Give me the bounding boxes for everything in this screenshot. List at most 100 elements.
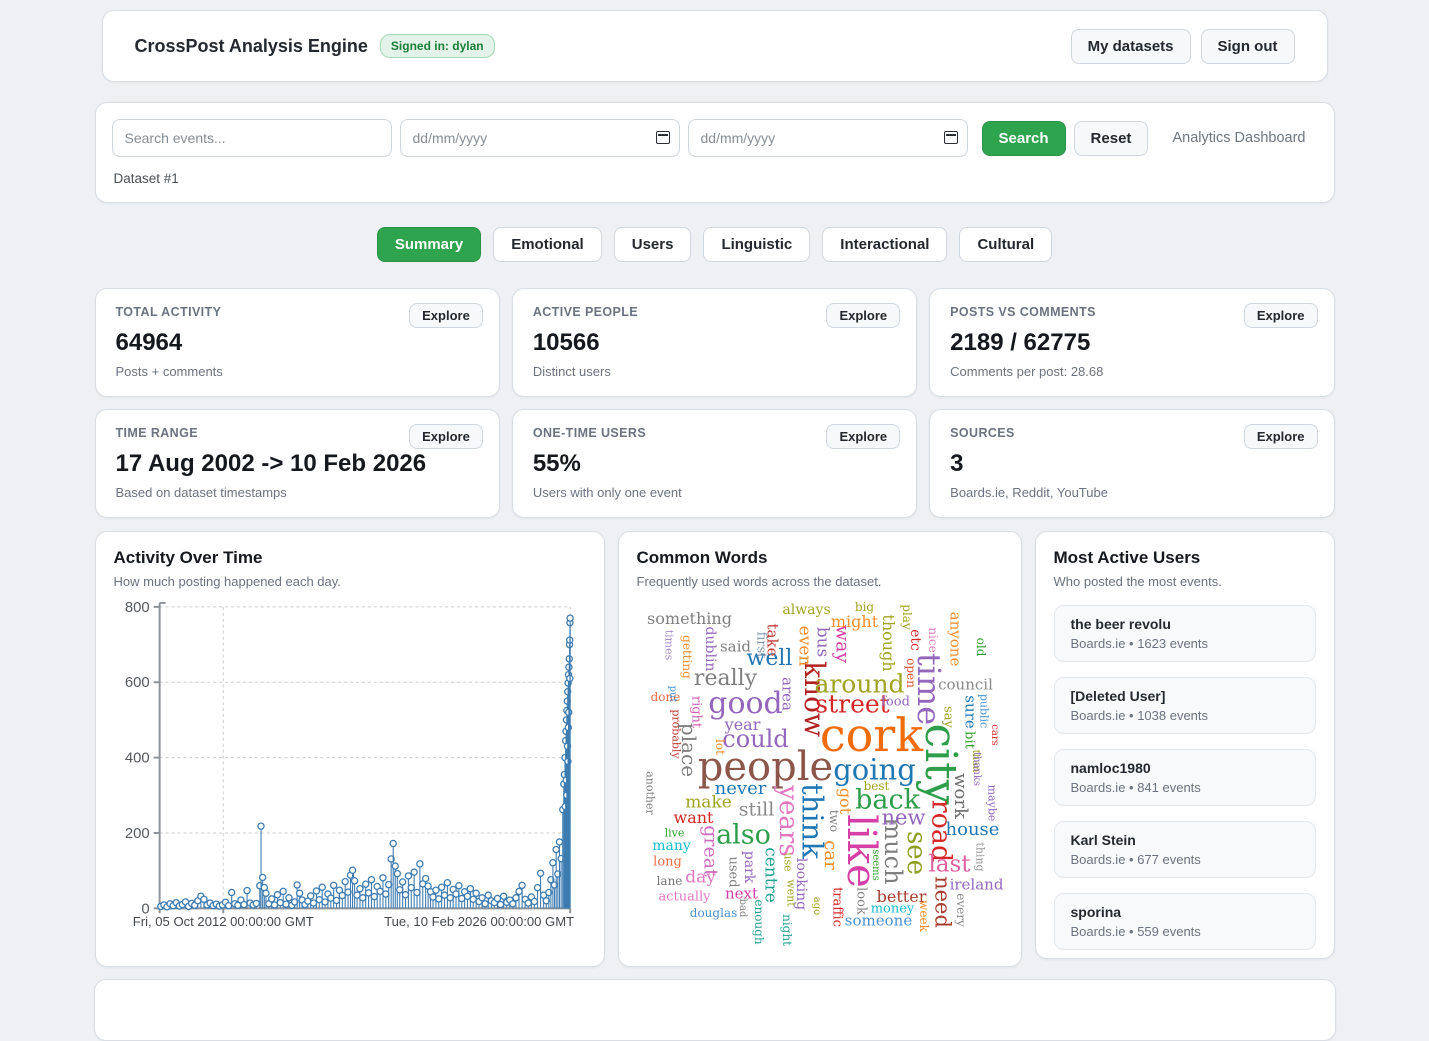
analytics-dashboard-label: Analytics Dashboard (1172, 130, 1306, 146)
app-title: CrossPost Analysis Engine (134, 35, 368, 56)
user-name: the beer revolu (1070, 616, 1171, 632)
calendar-icon[interactable] (655, 131, 670, 144)
cloud-word: bad (736, 898, 748, 918)
cloud-word: traffic (829, 887, 844, 927)
cloud-word: bit (961, 731, 976, 749)
cloud-word: many (652, 838, 691, 854)
most-active-users-panel: Most Active Users Who posted the most ev… (1034, 531, 1335, 959)
cloud-word: around (814, 669, 905, 699)
cloud-word: something (647, 609, 732, 628)
cloud-word: really (693, 666, 758, 691)
cloud-word: food (881, 694, 910, 710)
signed-in-badge: Signed in: dylan (379, 34, 495, 58)
common-words-subtitle: Frequently used words across the dataset… (636, 574, 882, 589)
stat-card-posts-vs-comments: POSTS VS COMMENTS Explore 2189 / 62775 C… (929, 288, 1335, 397)
user-name: [Deleted User] (1070, 688, 1166, 704)
calendar-icon[interactable] (943, 131, 958, 144)
tab-interactional[interactable]: Interactional (822, 227, 948, 262)
search-button[interactable]: Search (981, 120, 1066, 156)
cloud-word: new (881, 805, 926, 830)
cloud-word: going (833, 752, 916, 787)
date-from-input[interactable] (399, 119, 680, 157)
user-list: the beer revolu Boards.ie • 1623 events … (1053, 605, 1316, 958)
stat-subtitle: Users with only one event (532, 485, 682, 500)
cloud-word: council (938, 675, 993, 694)
filter-bar: Search Reset Analytics Dashboard Dataset… (94, 102, 1335, 203)
stat-label: TOTAL ACTIVITY (115, 305, 222, 319)
search-input[interactable] (111, 119, 392, 157)
explore-button[interactable]: Explore (826, 424, 901, 449)
svg-text:Fri, 05 Oct 2012 00:00:00 GMT: Fri, 05 Oct 2012 00:00:00 GMT (132, 914, 313, 929)
tab-summary[interactable]: Summary (376, 227, 482, 262)
user-name: namloc1980 (1070, 760, 1151, 776)
cloud-word: enough (751, 899, 766, 945)
cloud-word: last (928, 851, 971, 878)
cloud-word: back (855, 784, 920, 816)
cloud-word: dublin (701, 626, 718, 672)
sign-out-button[interactable]: Sign out (1200, 28, 1295, 64)
stat-label: POSTS VS COMMENTS (950, 305, 1096, 319)
cloud-word: want (673, 808, 714, 827)
svg-text:800: 800 (124, 600, 149, 616)
cloud-word: never (714, 778, 767, 799)
cloud-word: car (819, 840, 841, 870)
activity-subtitle: How much posting happened each day. (113, 574, 341, 589)
cloud-word: best (863, 779, 890, 793)
cloud-word: first (753, 631, 768, 659)
reset-button[interactable]: Reset (1073, 120, 1149, 156)
cloud-word: use (781, 852, 794, 872)
explore-button[interactable]: Explore (1243, 424, 1318, 449)
tab-emotional[interactable]: Emotional (493, 227, 602, 262)
activity-chart-svg: 0 200 400 600 800 Fri, 05 Oct 2012 00:00:00 G… (124, 600, 573, 929)
cloud-word: cars (988, 724, 1000, 746)
cloud-word: times (662, 629, 675, 661)
cloud-word: nice (925, 627, 940, 653)
cloud-word: also (716, 819, 771, 851)
cloud-word: well (746, 646, 793, 671)
cloud-word: etc (906, 629, 923, 651)
cloud-word: live (664, 826, 685, 840)
explore-button[interactable]: Explore (409, 303, 483, 328)
cloud-word: open (903, 658, 918, 688)
date-to-input[interactable] (687, 119, 968, 157)
tab-cultural[interactable]: Cultural (959, 227, 1053, 262)
user-list-item: sporina Boards.ie • 559 events (1053, 893, 1316, 950)
explore-button[interactable]: Explore (826, 303, 901, 328)
cloud-word: douglas (689, 906, 738, 920)
cloud-word: next (724, 884, 759, 903)
cloud-word: old (973, 637, 988, 657)
user-meta: Boards.ie • 841 events (1070, 780, 1201, 795)
cloud-word: sure (961, 695, 979, 729)
cloud-word: say (940, 706, 955, 728)
cloud-word: thanks (970, 751, 982, 787)
activity-title: Activity Over Time (113, 548, 263, 567)
cloud-word: getting (679, 635, 694, 679)
cloud-word: play (899, 604, 914, 630)
tab-linguistic[interactable]: Linguistic (703, 227, 811, 262)
cloud-word: night (779, 914, 794, 946)
cloud-word: years (772, 785, 803, 857)
cloud-word: street (815, 689, 890, 719)
cloud-word: thing (973, 842, 986, 872)
user-meta: Boards.ie • 559 events (1070, 924, 1201, 939)
cloud-word: people (697, 744, 834, 790)
stat-value: 17 Aug 2002 -> 10 Feb 2026 (115, 450, 427, 477)
explore-button[interactable]: Explore (1243, 303, 1318, 328)
dataset-label: Dataset #1 (113, 171, 179, 186)
activity-chart: 0 200 400 600 800 Fri, 05 Oct 2012 00:00:00 G… (114, 593, 586, 930)
user-meta: Boards.ie • 1623 events (1070, 636, 1209, 651)
cloud-word: better (876, 887, 927, 906)
explore-button[interactable]: Explore (409, 424, 483, 449)
user-list-item: [Deleted User] Boards.ie • 1038 events (1053, 677, 1316, 734)
cloud-word: money (870, 901, 915, 917)
cloud-word: ireland (949, 875, 1004, 894)
stat-value: 64964 (115, 329, 183, 356)
stat-value: 10566 (532, 329, 600, 356)
svg-text:600: 600 (124, 675, 149, 691)
stat-label: SOURCES (950, 426, 1015, 440)
stat-label: TIME RANGE (115, 426, 198, 440)
tab-users[interactable]: Users (613, 227, 692, 262)
users-title: Most Active Users (1053, 548, 1201, 567)
next-section-panel (93, 979, 1336, 1041)
my-datasets-button[interactable]: My datasets (1070, 28, 1191, 64)
